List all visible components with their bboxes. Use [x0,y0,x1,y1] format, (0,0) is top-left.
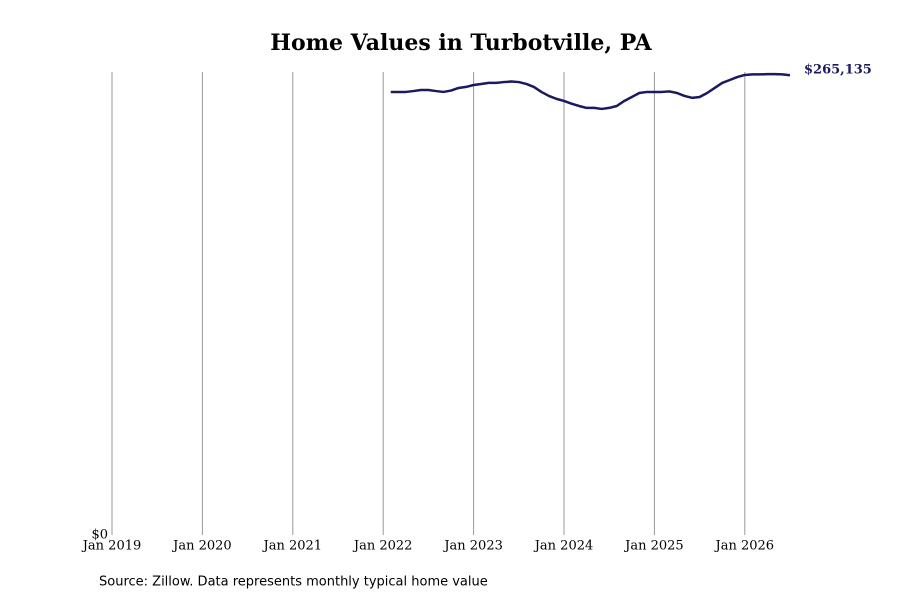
x-tick-label: Jan 2026 [714,539,775,554]
y-tick-label: $0 [91,528,108,543]
value-label: $265,135 [804,63,872,78]
x-tick-label: Jan 2023 [442,539,503,554]
chart-title: Home Values in Turbotville, PA [270,30,652,56]
x-tick-label: Jan 2025 [623,539,684,554]
x-tick-label: Jan 2019 [81,539,142,554]
x-tick-label: Jan 2024 [533,539,594,554]
x-tick-label: Jan 2020 [171,539,232,554]
x-tick-label: Jan 2021 [262,539,323,554]
source-note: Source: Zillow. Data represents monthly … [99,575,488,590]
line-series [390,72,791,111]
x-tick-label: Jan 2022 [352,539,413,554]
